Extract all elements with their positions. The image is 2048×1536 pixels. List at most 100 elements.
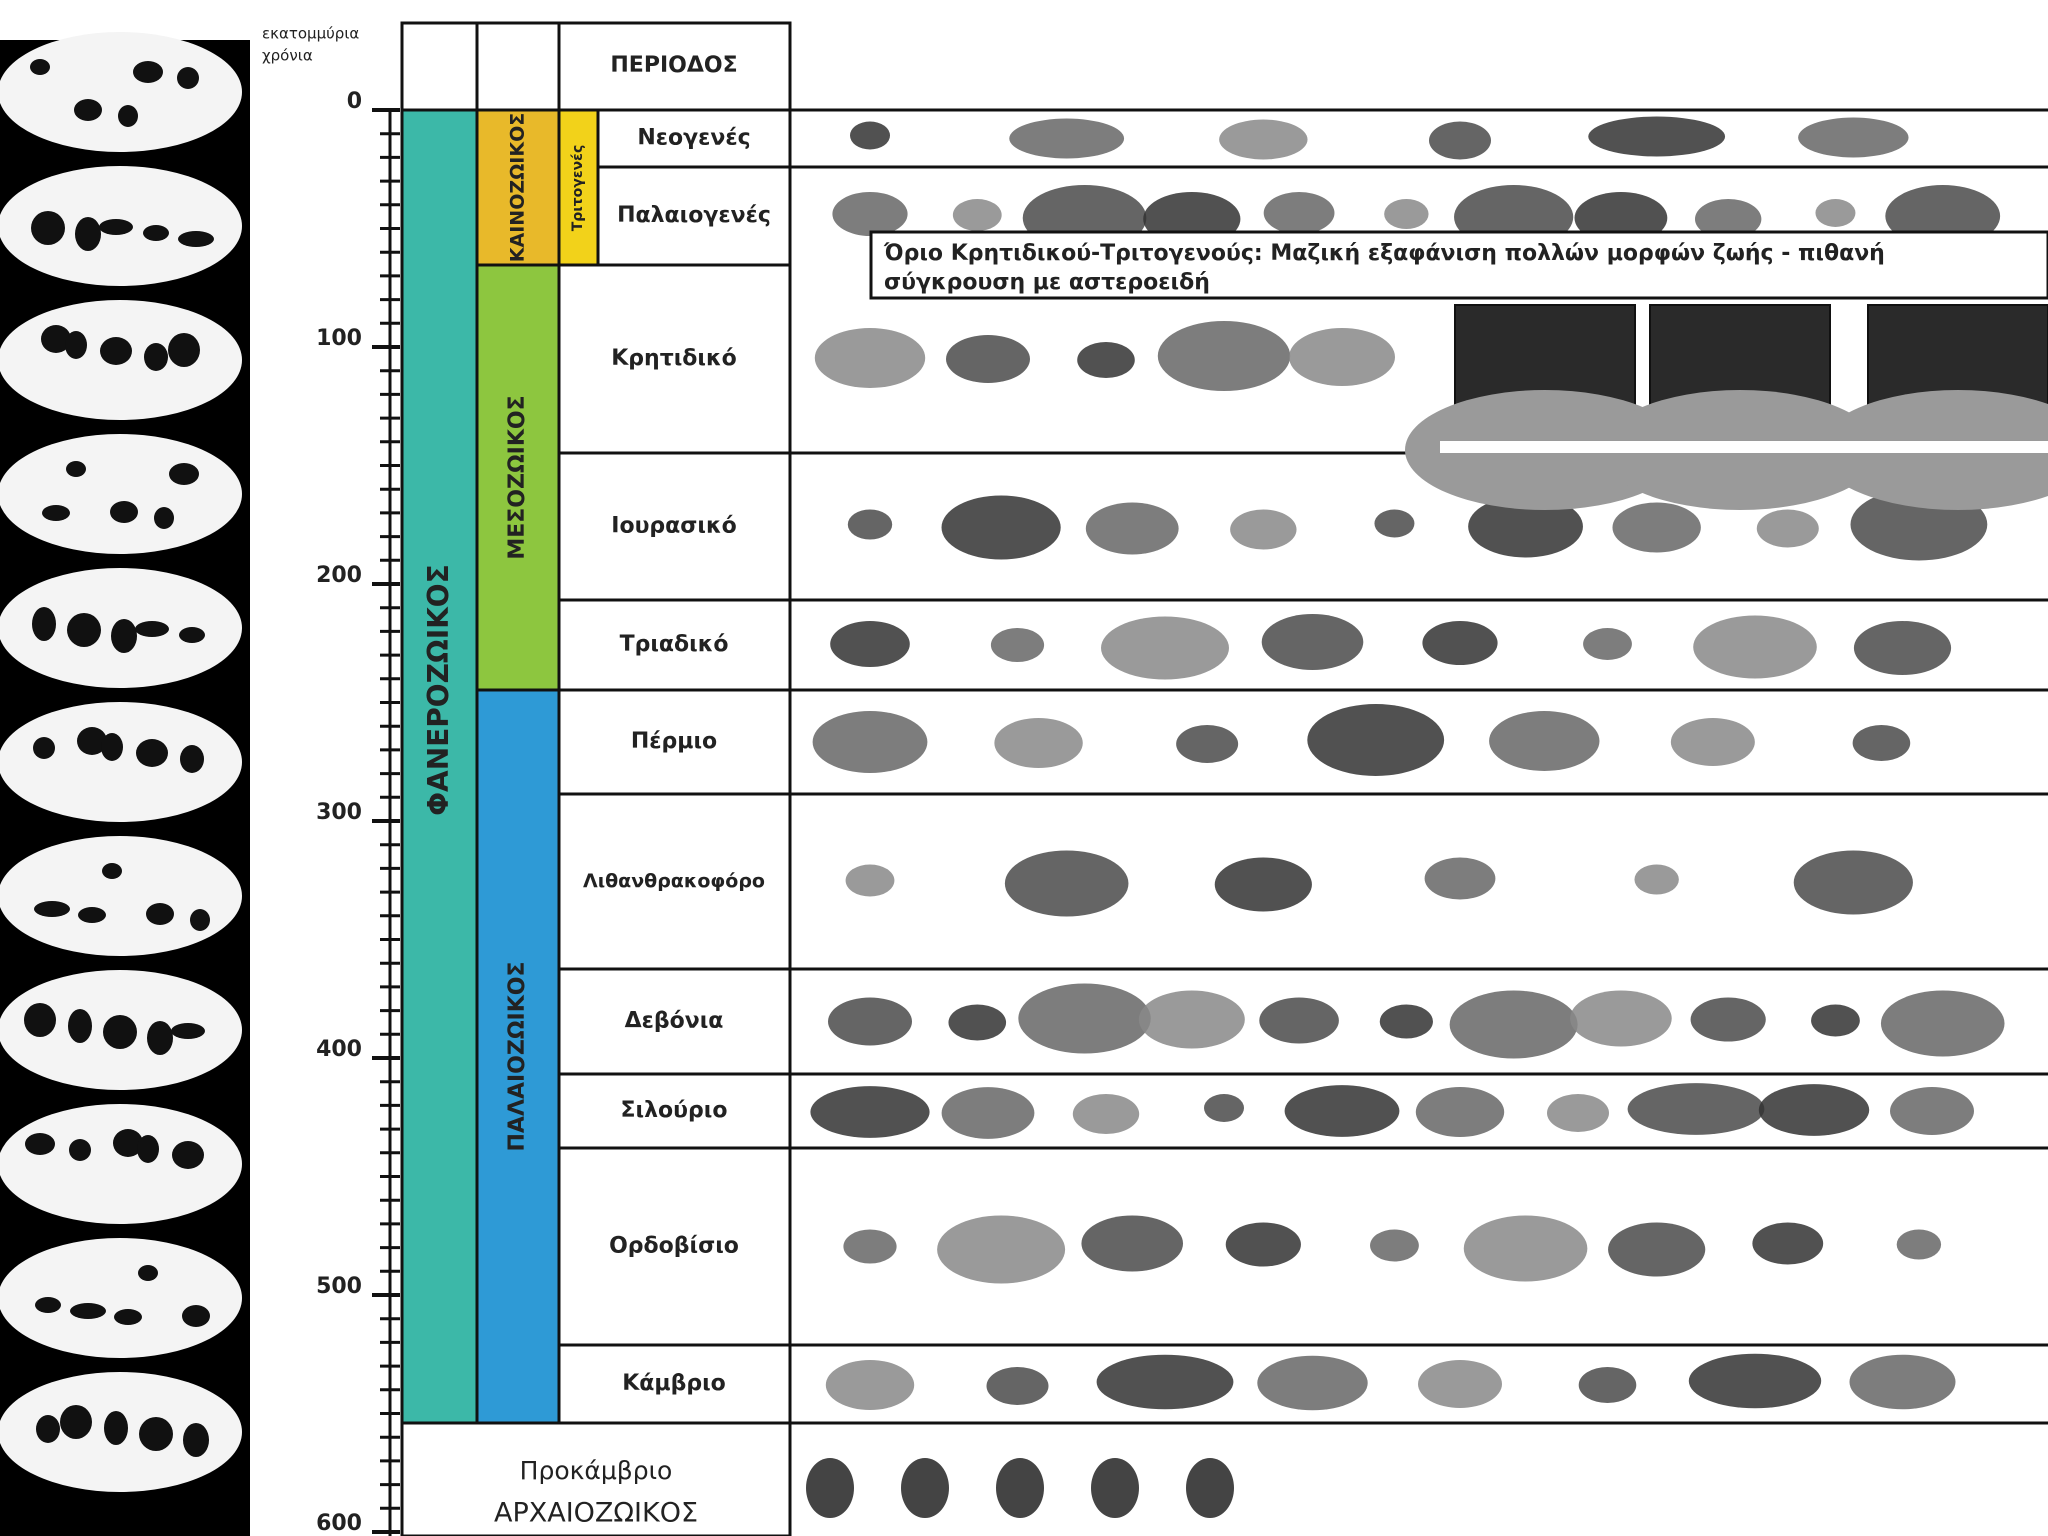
world-map bbox=[0, 1104, 242, 1224]
fossil bbox=[990, 628, 1045, 662]
continent bbox=[172, 1141, 204, 1169]
fossil bbox=[941, 1087, 1035, 1139]
continent bbox=[110, 501, 138, 523]
world-map bbox=[0, 702, 242, 822]
fossil bbox=[1138, 990, 1245, 1049]
fossil bbox=[1214, 857, 1312, 912]
continent bbox=[177, 67, 199, 89]
tick-label: 600 bbox=[316, 1511, 362, 1536]
fossil bbox=[1422, 621, 1498, 665]
continent bbox=[135, 621, 169, 637]
world-map bbox=[0, 434, 242, 554]
annotation-text: σύγκρουση με αστεροειδή bbox=[884, 270, 1210, 295]
period-label: Κρητιδικό bbox=[611, 346, 737, 371]
period-cell bbox=[557, 451, 792, 602]
fossil bbox=[1085, 502, 1179, 555]
fossil bbox=[1690, 997, 1766, 1042]
continent bbox=[66, 461, 86, 477]
continent bbox=[32, 607, 56, 641]
period-cell bbox=[557, 792, 792, 971]
continent bbox=[24, 1003, 56, 1037]
fossil bbox=[1176, 725, 1239, 763]
fossil bbox=[946, 335, 1030, 383]
fossil bbox=[1081, 1215, 1184, 1272]
fossil bbox=[1694, 199, 1762, 239]
fossil bbox=[1570, 990, 1672, 1047]
annotation-text: Όριο Κρητιδικού-Τριτογενούς: Μαζική εξαφ… bbox=[883, 241, 1885, 266]
fossil bbox=[1489, 711, 1600, 771]
continent bbox=[146, 903, 174, 925]
subera-cell bbox=[557, 108, 600, 267]
fossil bbox=[1670, 718, 1755, 766]
continent bbox=[99, 219, 133, 235]
period-label: Δεβόνια bbox=[625, 1009, 724, 1034]
fossil bbox=[1284, 1085, 1400, 1137]
continent bbox=[171, 1023, 205, 1039]
fossil bbox=[1415, 1087, 1505, 1137]
continent bbox=[154, 507, 174, 529]
fossil bbox=[1853, 621, 1952, 675]
continent bbox=[183, 1423, 209, 1457]
fossil bbox=[814, 328, 926, 388]
fossil bbox=[810, 1086, 930, 1138]
continent bbox=[190, 909, 210, 931]
continent bbox=[147, 1021, 173, 1055]
continent bbox=[100, 337, 132, 365]
era-cell bbox=[475, 263, 561, 692]
continent bbox=[25, 1133, 55, 1155]
axis-label: χρόνια bbox=[262, 47, 313, 65]
fossil bbox=[1204, 1094, 1244, 1122]
fossil bbox=[1896, 1229, 1942, 1260]
fossil bbox=[1588, 116, 1726, 157]
tick-label: 300 bbox=[316, 800, 362, 825]
fossil bbox=[1634, 864, 1679, 895]
fossil bbox=[1077, 342, 1135, 378]
continent bbox=[42, 505, 70, 521]
fossil bbox=[1608, 1222, 1706, 1277]
fossil bbox=[1004, 850, 1129, 917]
photo-clip bbox=[1440, 441, 2048, 453]
fossil bbox=[1688, 1353, 1822, 1409]
fossil bbox=[1693, 615, 1817, 679]
continent bbox=[74, 99, 102, 121]
fossil bbox=[1752, 1222, 1824, 1265]
continent bbox=[77, 727, 107, 755]
fossil bbox=[1449, 990, 1578, 1059]
continent bbox=[144, 343, 168, 371]
fossil bbox=[1219, 119, 1308, 160]
fossil bbox=[1798, 117, 1909, 158]
tick-label: 0 bbox=[347, 89, 362, 114]
precambrian-cell bbox=[400, 1421, 792, 1536]
fossil bbox=[1230, 509, 1297, 550]
fossil bbox=[1849, 1354, 1956, 1410]
period-label: Τριαδικό bbox=[620, 632, 729, 657]
continent bbox=[111, 619, 137, 653]
vertical-label: ΦΑΝΕΡΟΖΩΙΚΟΣ bbox=[422, 564, 455, 816]
precambrian-label: Προκάμβριο bbox=[520, 1456, 673, 1485]
period-label: Νεογενές bbox=[637, 126, 750, 151]
continent bbox=[33, 737, 55, 759]
fossil bbox=[1263, 192, 1335, 234]
fossil bbox=[1612, 502, 1701, 553]
fossil bbox=[1257, 1355, 1368, 1411]
continent bbox=[34, 901, 70, 917]
fossil bbox=[1793, 850, 1913, 915]
period-label: Παλαιογενές bbox=[617, 203, 771, 228]
fossil bbox=[843, 1229, 897, 1264]
period-label: Κάμβριο bbox=[622, 1371, 726, 1396]
header-cell bbox=[557, 21, 792, 112]
continent bbox=[41, 325, 71, 353]
fossil bbox=[1880, 990, 2005, 1057]
vertical-label: ΜΕΣΟΖΩΙΚΟΣ bbox=[505, 395, 530, 559]
axis-label: εκατομμύρια bbox=[262, 25, 359, 43]
fossil bbox=[1009, 118, 1125, 159]
fossil bbox=[1627, 1083, 1765, 1135]
fossil bbox=[1811, 1004, 1860, 1037]
fossil bbox=[812, 711, 928, 773]
fossil bbox=[1186, 1458, 1234, 1518]
continent bbox=[67, 613, 101, 647]
continent bbox=[35, 1297, 61, 1313]
world-map bbox=[0, 32, 242, 152]
continent bbox=[139, 1417, 173, 1451]
fossil bbox=[1259, 997, 1339, 1044]
